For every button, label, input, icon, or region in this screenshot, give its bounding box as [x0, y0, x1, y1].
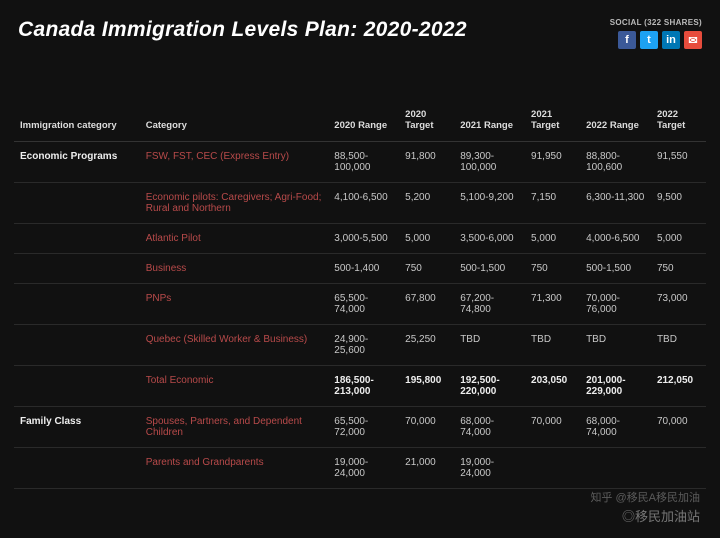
- category-cell: Parents and Grandparents: [140, 448, 329, 489]
- page-title: Canada Immigration Levels Plan: 2020-202…: [18, 18, 467, 42]
- group-label: [14, 183, 140, 224]
- value-cell: 65,500-72,000: [328, 407, 399, 448]
- value-cell: 65,500-74,000: [328, 284, 399, 325]
- value-cell: 750: [399, 254, 454, 284]
- value-cell: 5,200: [399, 183, 454, 224]
- value-cell: 67,800: [399, 284, 454, 325]
- value-cell: TBD: [454, 325, 525, 366]
- category-cell: Business: [140, 254, 329, 284]
- value-cell: 5,000: [525, 224, 580, 254]
- table-header-row: Immigration category Category 2020 Range…: [14, 59, 706, 142]
- group-label: Family Class: [14, 407, 140, 448]
- value-cell: [580, 448, 651, 489]
- value-cell: TBD: [651, 325, 706, 366]
- category-cell: Atlantic Pilot: [140, 224, 329, 254]
- value-cell: 3,000-5,500: [328, 224, 399, 254]
- value-cell: 71,300: [525, 284, 580, 325]
- value-cell: 5,000: [399, 224, 454, 254]
- value-cell: 500-1,500: [580, 254, 651, 284]
- value-cell: 201,000-229,000: [580, 366, 651, 407]
- twitter-icon[interactable]: t: [640, 31, 658, 49]
- table-row: Economic ProgramsFSW, FST, CEC (Express …: [14, 142, 706, 183]
- value-cell: 195,800: [399, 366, 454, 407]
- col-2020-target: 2020 Target: [399, 59, 454, 142]
- group-label: [14, 325, 140, 366]
- value-cell: 203,050: [525, 366, 580, 407]
- value-cell: 4,000-6,500: [580, 224, 651, 254]
- value-cell: 25,250: [399, 325, 454, 366]
- value-cell: 89,300-100,000: [454, 142, 525, 183]
- category-cell: Economic pilots: Caregivers; Agri-Food; …: [140, 183, 329, 224]
- table-row: PNPs65,500-74,00067,80067,200-74,80071,3…: [14, 284, 706, 325]
- col-2022-range: 2022 Range: [580, 59, 651, 142]
- email-icon[interactable]: ✉: [684, 31, 702, 49]
- value-cell: 5,000: [651, 224, 706, 254]
- table-row: Total Economic186,500-213,000195,800192,…: [14, 366, 706, 407]
- table-row: Parents and Grandparents19,000-24,00021,…: [14, 448, 706, 489]
- group-label: [14, 254, 140, 284]
- category-cell: Quebec (Skilled Worker & Business): [140, 325, 329, 366]
- value-cell: TBD: [525, 325, 580, 366]
- group-label: [14, 448, 140, 489]
- col-2020-range: 2020 Range: [328, 59, 399, 142]
- social-share-count: SOCIAL (322 SHARES): [610, 18, 702, 27]
- value-cell: 500-1,500: [454, 254, 525, 284]
- value-cell: 88,500-100,000: [328, 142, 399, 183]
- col-2021-target: 2021 Target: [525, 59, 580, 142]
- group-label: [14, 224, 140, 254]
- value-cell: TBD: [580, 325, 651, 366]
- value-cell: 3,500-6,000: [454, 224, 525, 254]
- category-cell: Spouses, Partners, and Dependent Childre…: [140, 407, 329, 448]
- value-cell: 73,000: [651, 284, 706, 325]
- table-row: Economic pilots: Caregivers; Agri-Food; …: [14, 183, 706, 224]
- value-cell: 192,500-220,000: [454, 366, 525, 407]
- value-cell: 186,500-213,000: [328, 366, 399, 407]
- group-label: Economic Programs: [14, 142, 140, 183]
- immigration-levels-table: Immigration category Category 2020 Range…: [14, 59, 706, 489]
- value-cell: 6,300-11,300: [580, 183, 651, 224]
- table-row: Business500-1,400750500-1,500750500-1,50…: [14, 254, 706, 284]
- table-row: Atlantic Pilot3,000-5,5005,0003,500-6,00…: [14, 224, 706, 254]
- category-cell: PNPs: [140, 284, 329, 325]
- value-cell: [525, 448, 580, 489]
- value-cell: 750: [651, 254, 706, 284]
- social-block: SOCIAL (322 SHARES) f t in ✉: [610, 18, 702, 49]
- value-cell: 68,000-74,000: [580, 407, 651, 448]
- col-category: Category: [140, 59, 329, 142]
- group-label: [14, 284, 140, 325]
- value-cell: 88,800-100,600: [580, 142, 651, 183]
- value-cell: 91,800: [399, 142, 454, 183]
- col-2021-range: 2021 Range: [454, 59, 525, 142]
- value-cell: [651, 448, 706, 489]
- value-cell: 750: [525, 254, 580, 284]
- value-cell: 91,950: [525, 142, 580, 183]
- category-cell: FSW, FST, CEC (Express Entry): [140, 142, 329, 183]
- col-2022-target: 2022 Target: [651, 59, 706, 142]
- value-cell: 91,550: [651, 142, 706, 183]
- value-cell: 500-1,400: [328, 254, 399, 284]
- value-cell: 70,000: [525, 407, 580, 448]
- value-cell: 68,000-74,000: [454, 407, 525, 448]
- col-immigration-category: Immigration category: [14, 59, 140, 142]
- linkedin-icon[interactable]: in: [662, 31, 680, 49]
- table-row: Family ClassSpouses, Partners, and Depen…: [14, 407, 706, 448]
- value-cell: 19,000-24,000: [454, 448, 525, 489]
- group-label: [14, 366, 140, 407]
- value-cell: 19,000-24,000: [328, 448, 399, 489]
- value-cell: 7,150: [525, 183, 580, 224]
- facebook-icon[interactable]: f: [618, 31, 636, 49]
- category-cell: Total Economic: [140, 366, 329, 407]
- value-cell: 70,000-76,000: [580, 284, 651, 325]
- value-cell: 24,900-25,600: [328, 325, 399, 366]
- value-cell: 67,200-74,800: [454, 284, 525, 325]
- watermark: 知乎 @移民A移民加油 ◎移民加油站: [590, 490, 700, 526]
- value-cell: 21,000: [399, 448, 454, 489]
- value-cell: 212,050: [651, 366, 706, 407]
- value-cell: 9,500: [651, 183, 706, 224]
- table-row: Quebec (Skilled Worker & Business)24,900…: [14, 325, 706, 366]
- value-cell: 5,100-9,200: [454, 183, 525, 224]
- value-cell: 70,000: [399, 407, 454, 448]
- value-cell: 4,100-6,500: [328, 183, 399, 224]
- value-cell: 70,000: [651, 407, 706, 448]
